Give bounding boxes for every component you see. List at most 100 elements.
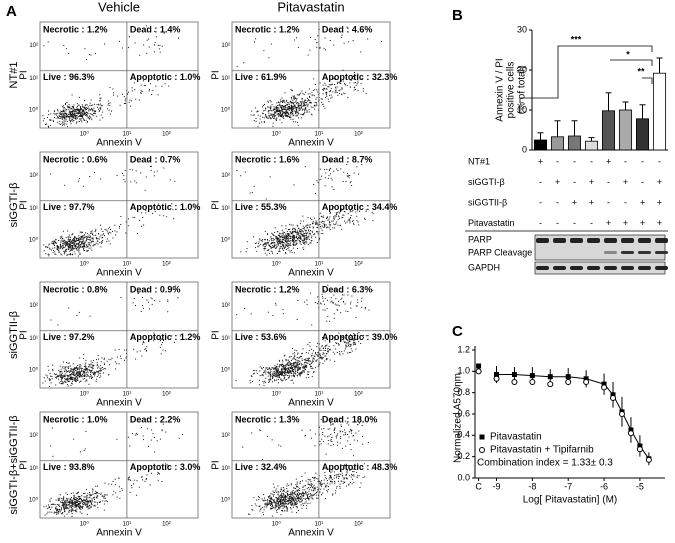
- event-dot: [268, 371, 269, 372]
- event-dot: [76, 379, 77, 380]
- event-dot: [326, 359, 327, 360]
- event-dot: [152, 213, 153, 214]
- event-dot: [326, 353, 327, 354]
- event-dot: [265, 116, 266, 117]
- event-dot: [268, 57, 269, 58]
- event-dot: [330, 360, 331, 361]
- event-dot: [267, 107, 268, 108]
- event-dot: [124, 96, 125, 97]
- event-dot: [93, 115, 94, 116]
- event-dot: [325, 346, 326, 347]
- event-dot: [263, 375, 264, 376]
- event-dot: [79, 507, 80, 508]
- event-dot: [336, 488, 337, 489]
- event-dot: [303, 493, 304, 494]
- event-dot: [307, 360, 308, 361]
- event-dot: [73, 379, 74, 380]
- event-dot: [70, 247, 71, 248]
- event-dot: [103, 373, 104, 374]
- event-dot: [266, 503, 267, 504]
- event-dot: [56, 511, 57, 512]
- event-dot: [82, 506, 83, 507]
- event-dot: [335, 342, 336, 343]
- event-dot: [315, 84, 316, 85]
- event-dot: [293, 244, 294, 245]
- event-dot: [96, 237, 97, 238]
- event-dot: [276, 102, 277, 103]
- event-dot: [63, 110, 64, 111]
- event-dot: [140, 351, 141, 352]
- event-dot: [272, 116, 273, 117]
- y-tick-label: 10⁰: [29, 237, 39, 244]
- event-dot: [321, 222, 322, 223]
- event-dot: [132, 87, 133, 88]
- event-dot: [88, 367, 89, 368]
- event-dot: [308, 93, 309, 94]
- event-dot: [59, 115, 60, 116]
- event-dot: [327, 348, 328, 349]
- event-dot: [351, 474, 352, 475]
- event-dot: [140, 172, 141, 173]
- event-dot: [76, 238, 77, 239]
- event-dot: [317, 223, 318, 224]
- event-dot: [56, 377, 57, 378]
- quadrant-label: Dead : 8.7%: [322, 154, 373, 164]
- event-dot: [321, 346, 322, 347]
- event-dot: [81, 112, 82, 113]
- event-dot: [316, 222, 317, 223]
- event-dot: [90, 372, 91, 373]
- event-dot: [292, 237, 293, 238]
- event-dot: [62, 512, 63, 513]
- event-dot: [54, 513, 55, 514]
- event-dot: [134, 217, 135, 218]
- event-dot: [322, 226, 323, 227]
- event-dot: [153, 433, 154, 434]
- event-dot: [301, 494, 302, 495]
- event-dot: [134, 480, 135, 481]
- event-dot: [297, 364, 298, 365]
- event-dot: [317, 478, 318, 479]
- event-dot: [111, 484, 112, 485]
- event-dot: [282, 236, 283, 237]
- event-dot: [350, 217, 351, 218]
- event-dot: [287, 370, 288, 371]
- event-dot: [88, 250, 89, 251]
- event-dot: [94, 110, 95, 111]
- quadrant-label: Dead : 4.6%: [322, 24, 373, 34]
- event-dot: [282, 366, 283, 367]
- quadrant-label: Necrotic : 1.6%: [235, 154, 300, 164]
- event-dot: [356, 166, 357, 167]
- event-dot: [111, 111, 112, 112]
- event-dot: [332, 301, 333, 302]
- event-dot: [290, 236, 291, 237]
- event-dot: [271, 118, 272, 119]
- event-dot: [311, 363, 312, 364]
- event-dot: [82, 508, 83, 509]
- event-dot: [301, 108, 302, 109]
- event-dot: [67, 507, 68, 508]
- event-dot: [298, 228, 299, 229]
- event-dot: [174, 181, 175, 182]
- event-dot: [285, 252, 286, 253]
- event-dot: [294, 252, 295, 253]
- event-dot: [277, 242, 278, 243]
- event-dot: [55, 377, 56, 378]
- event-dot: [62, 505, 63, 506]
- event-dot: [332, 495, 333, 496]
- event-dot: [92, 498, 93, 499]
- event-dot: [361, 298, 362, 299]
- event-dot: [280, 248, 281, 249]
- event-dot: [358, 174, 359, 175]
- event-dot: [60, 245, 61, 246]
- event-dot: [270, 379, 271, 380]
- event-dot: [76, 123, 77, 124]
- event-dot: [52, 241, 53, 242]
- event-dot: [317, 498, 318, 499]
- event-dot: [338, 343, 339, 344]
- event-dot: [312, 353, 313, 354]
- event-dot: [65, 112, 66, 113]
- event-dot: [280, 105, 281, 106]
- event-dot: [254, 373, 255, 374]
- y-tick-label: 10⁰: [221, 107, 231, 114]
- event-dot: [75, 377, 76, 378]
